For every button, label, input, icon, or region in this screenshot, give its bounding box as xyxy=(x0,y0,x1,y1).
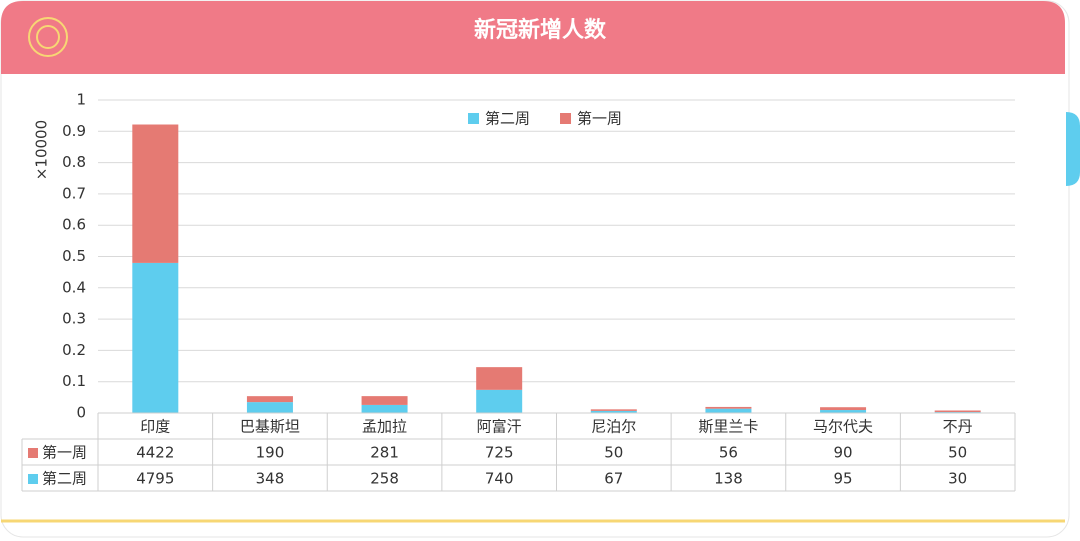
bar xyxy=(705,408,752,413)
bar xyxy=(590,410,637,413)
header xyxy=(1,1,1065,74)
table-cell: 348 xyxy=(256,470,285,488)
legend-swatch xyxy=(468,113,479,124)
x-tick-label: 斯里兰卡 xyxy=(698,418,758,436)
x-tick-label: 尼泊尔 xyxy=(591,418,636,436)
bar xyxy=(590,409,637,411)
chart-title: 新冠新增人数 xyxy=(474,17,607,43)
table-cell: 4422 xyxy=(136,444,174,462)
y-tick-label: 0.4 xyxy=(62,278,86,296)
table-cell: 258 xyxy=(370,470,399,488)
x-tick-label: 不丹 xyxy=(943,418,973,436)
table-cell: 740 xyxy=(485,470,514,488)
table-row-label: 第二周 xyxy=(42,470,87,488)
x-tick-label: 巴基斯坦 xyxy=(240,418,300,436)
bar xyxy=(132,124,179,263)
table-cell: 4795 xyxy=(136,470,174,488)
bar xyxy=(934,410,981,413)
table-legend-swatch xyxy=(28,448,38,458)
y-tick-label: 0.2 xyxy=(62,341,86,359)
table-legend-swatch xyxy=(28,474,38,484)
bar xyxy=(705,406,752,409)
bar xyxy=(246,396,293,403)
y-tick-label: 0.9 xyxy=(62,122,86,140)
bar xyxy=(132,262,179,413)
y-tick-label: 1 xyxy=(76,91,86,109)
y-tick-label: 0.8 xyxy=(62,153,86,171)
legend-label: 第二周 xyxy=(485,110,530,128)
bar xyxy=(820,407,867,411)
side-tab xyxy=(1066,112,1080,186)
table-cell: 56 xyxy=(719,444,738,462)
bar xyxy=(246,402,293,413)
table-cell: 190 xyxy=(256,444,285,462)
y-tick-label: 0 xyxy=(76,404,86,422)
table-cell: 90 xyxy=(834,444,853,462)
bar xyxy=(361,404,408,413)
y-tick-label: 0.5 xyxy=(62,247,86,265)
icon xyxy=(36,25,60,49)
bar xyxy=(476,389,523,413)
table-cell: 50 xyxy=(948,444,967,462)
table-cell: 281 xyxy=(370,444,399,462)
table-cell: 138 xyxy=(714,470,743,488)
y-axis-label: ×10000 xyxy=(33,120,51,180)
y-tick-label: 0.6 xyxy=(62,216,86,234)
table-cell: 95 xyxy=(834,470,853,488)
y-tick-label: 0.3 xyxy=(62,310,86,328)
bar xyxy=(361,396,408,405)
bar xyxy=(820,410,867,413)
table-cell: 50 xyxy=(604,444,623,462)
y-tick-label: 0.1 xyxy=(62,372,86,390)
table-cell: 67 xyxy=(604,470,623,488)
legend-swatch xyxy=(560,113,572,124)
x-tick-label: 阿富汗 xyxy=(477,418,522,436)
x-tick-label: 马尔代夫 xyxy=(813,418,873,436)
table-cell: 30 xyxy=(948,470,967,488)
y-tick-label: 0.7 xyxy=(62,184,86,202)
bar xyxy=(476,367,523,390)
legend-label: 第一周 xyxy=(577,110,622,128)
icon xyxy=(28,17,68,57)
table-cell: 725 xyxy=(485,444,514,462)
table-row-label: 第一周 xyxy=(42,444,87,462)
x-tick-label: 印度 xyxy=(140,418,170,436)
x-tick-label: 孟加拉 xyxy=(362,418,407,436)
